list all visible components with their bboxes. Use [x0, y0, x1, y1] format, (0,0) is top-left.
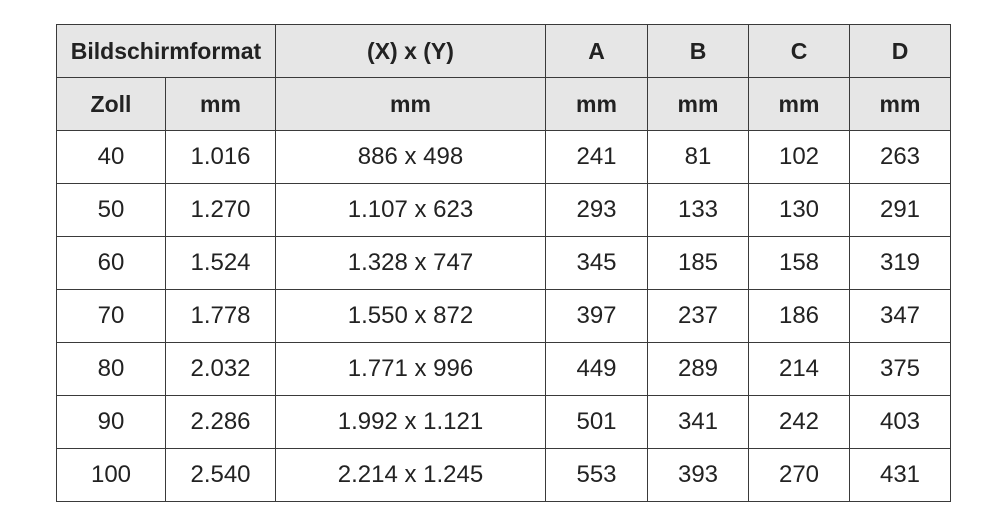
data-cell: 403 [849, 395, 951, 449]
data-cell: 1.270 [165, 183, 276, 237]
header-cell: C [748, 24, 850, 78]
data-cell: 270 [748, 448, 850, 502]
data-cell: 347 [849, 289, 951, 343]
data-cell: 501 [545, 395, 648, 449]
data-cell: 70 [56, 289, 166, 343]
data-cell: 1.778 [165, 289, 276, 343]
table-row: 50 1.270 1.107 x 623 293 133 130 291 [56, 183, 951, 237]
data-cell: 397 [545, 289, 648, 343]
unit-cell: mm [849, 77, 951, 131]
header-cell: B [647, 24, 749, 78]
data-cell: 185 [647, 236, 749, 290]
unit-cell: mm [275, 77, 546, 131]
data-cell: 431 [849, 448, 951, 502]
data-cell: 1.771 x 996 [275, 342, 546, 396]
header-cell: (X) x (Y) [275, 24, 546, 78]
data-cell: 291 [849, 183, 951, 237]
data-cell: 2.540 [165, 448, 276, 502]
table-row: Bildschirmformat (X) x (Y) A B C D [56, 24, 951, 78]
data-cell: 186 [748, 289, 850, 343]
data-cell: 90 [56, 395, 166, 449]
data-cell: 102 [748, 130, 850, 184]
data-cell: 1.328 x 747 [275, 236, 546, 290]
data-cell: 133 [647, 183, 749, 237]
table-row: Zoll mm mm mm mm mm mm [56, 77, 951, 131]
data-cell: 1.992 x 1.121 [275, 395, 546, 449]
data-cell: 449 [545, 342, 648, 396]
data-cell: 81 [647, 130, 749, 184]
data-cell: 341 [647, 395, 749, 449]
data-cell: 130 [748, 183, 850, 237]
data-cell: 50 [56, 183, 166, 237]
table-row: 40 1.016 886 x 498 241 81 102 263 [56, 130, 951, 184]
data-cell: 886 x 498 [275, 130, 546, 184]
data-cell: 1.107 x 623 [275, 183, 546, 237]
data-cell: 393 [647, 448, 749, 502]
header-cell: Bildschirmformat [56, 24, 276, 78]
unit-cell: mm [748, 77, 850, 131]
unit-cell: mm [647, 77, 749, 131]
table-row: 90 2.286 1.992 x 1.121 501 341 242 403 [56, 395, 951, 449]
data-cell: 237 [647, 289, 749, 343]
unit-cell: mm [165, 77, 276, 131]
dimension-table: Bildschirmformat (X) x (Y) A B C D Zoll mm mm mm m… [56, 24, 951, 502]
data-cell: 242 [748, 395, 850, 449]
data-cell: 100 [56, 448, 166, 502]
data-cell: 2.214 x 1.245 [275, 448, 546, 502]
data-cell: 2.286 [165, 395, 276, 449]
data-cell: 214 [748, 342, 850, 396]
header-cell: D [849, 24, 951, 78]
data-cell: 1.524 [165, 236, 276, 290]
data-cell: 158 [748, 236, 850, 290]
data-cell: 1.016 [165, 130, 276, 184]
data-cell: 289 [647, 342, 749, 396]
data-cell: 60 [56, 236, 166, 290]
data-cell: 263 [849, 130, 951, 184]
table-row: 100 2.540 2.214 x 1.245 553 393 270 431 [56, 448, 951, 502]
unit-cell: mm [545, 77, 648, 131]
data-cell: 241 [545, 130, 648, 184]
data-cell: 80 [56, 342, 166, 396]
table-body: Bildschirmformat (X) x (Y) A B C D Zoll mm mm mm m… [56, 24, 951, 502]
unit-cell: Zoll [56, 77, 166, 131]
data-cell: 293 [545, 183, 648, 237]
data-cell: 40 [56, 130, 166, 184]
data-cell: 2.032 [165, 342, 276, 396]
table-row: 60 1.524 1.328 x 747 345 185 158 319 [56, 236, 951, 290]
data-cell: 553 [545, 448, 648, 502]
table-row: 80 2.032 1.771 x 996 449 289 214 375 [56, 342, 951, 396]
table-row: 70 1.778 1.550 x 872 397 237 186 347 [56, 289, 951, 343]
header-cell: A [545, 24, 648, 78]
data-cell: 375 [849, 342, 951, 396]
data-cell: 1.550 x 872 [275, 289, 546, 343]
data-cell: 345 [545, 236, 648, 290]
data-cell: 319 [849, 236, 951, 290]
